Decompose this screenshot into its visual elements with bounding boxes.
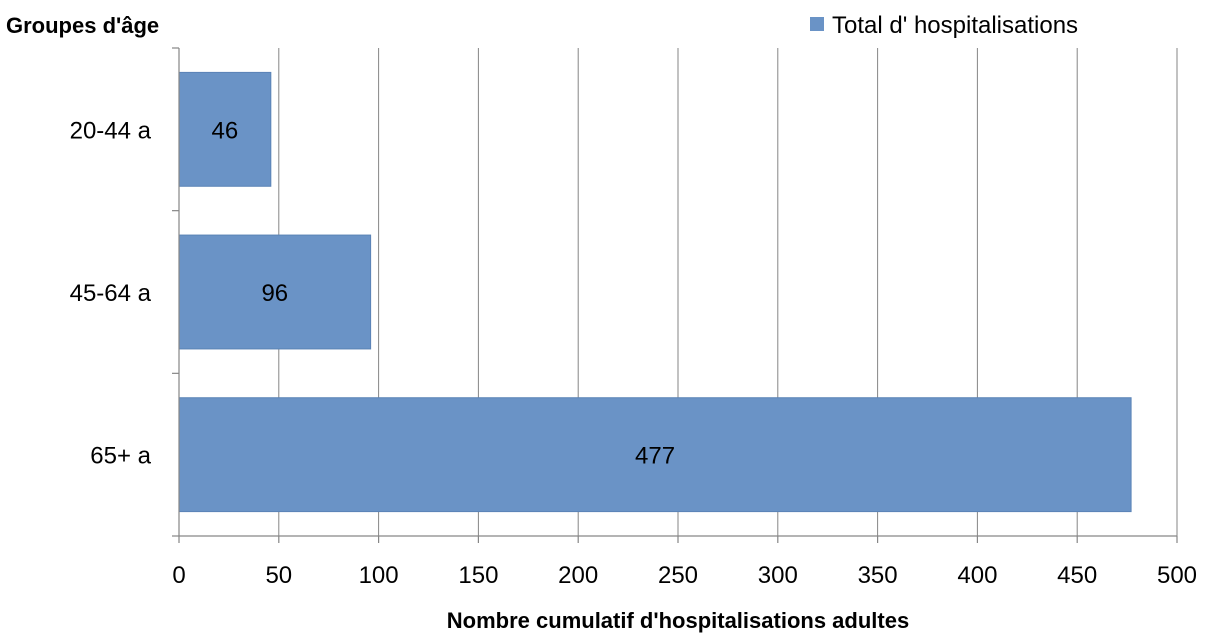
axes [172, 47, 1178, 543]
data-label: 46 [212, 117, 239, 144]
bar [178, 71, 272, 187]
legend-label: Total d' hospitalisations [832, 12, 1078, 39]
data-label: 477 [635, 443, 675, 470]
y-category-label: 20-44 a [70, 117, 152, 144]
x-tick-label: 250 [658, 562, 698, 589]
y-category-label: 45-64 a [70, 280, 152, 307]
bar [178, 397, 1132, 513]
x-tick-label: 100 [359, 562, 399, 589]
legend: Total d' hospitalisations [810, 12, 1078, 39]
labels: 0 50 100 150 200 250 300 350 400 450 500 20-44 a 46 4… [70, 117, 1197, 589]
y-axis-title: Groupes d'âge [6, 13, 159, 38]
x-tick-label: 300 [758, 562, 798, 589]
x-axis-title: Nombre cumulatif d'hospitalisations adul… [447, 608, 909, 633]
y-category-label: 65+ a [90, 443, 151, 470]
x-tick-label: 350 [858, 562, 898, 589]
x-tick-label: 400 [957, 562, 997, 589]
bars [178, 71, 1132, 513]
legend-swatch [810, 17, 824, 31]
x-tick-label: 50 [265, 562, 292, 589]
x-tick-label: 200 [558, 562, 598, 589]
x-tick-label: 150 [458, 562, 498, 589]
x-tick-label: 0 [172, 562, 185, 589]
x-tick-label: 450 [1057, 562, 1097, 589]
data-label: 96 [261, 280, 288, 307]
grid-lines [278, 48, 1178, 536]
x-tick-label: 500 [1157, 562, 1197, 589]
